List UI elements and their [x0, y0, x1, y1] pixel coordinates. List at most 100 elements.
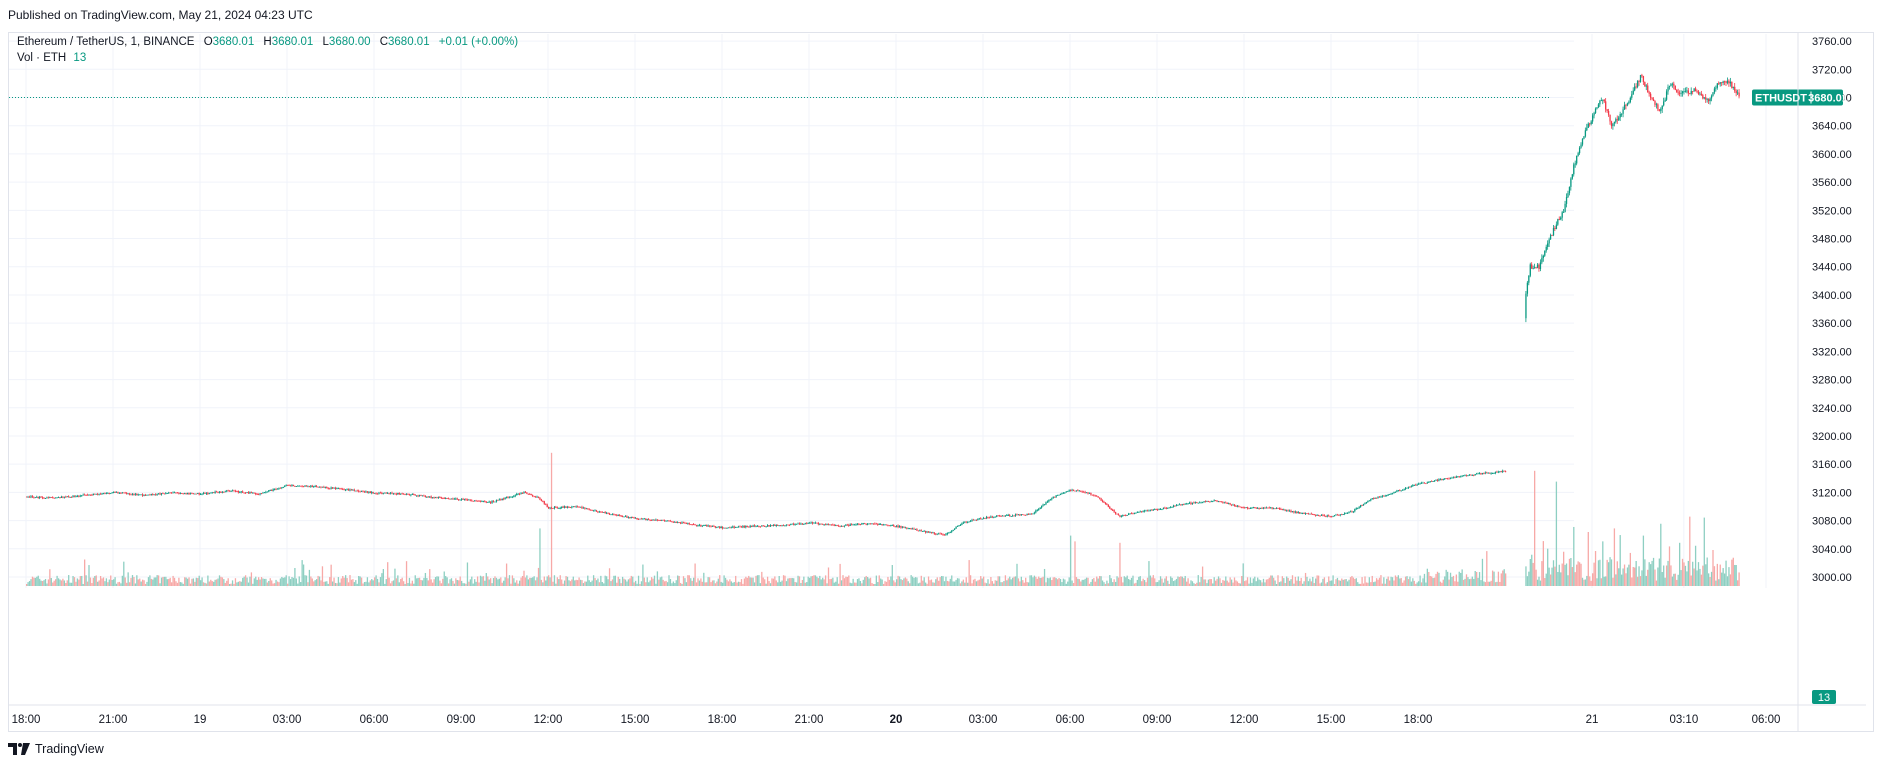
volume-bar: [213, 581, 215, 586]
volume-bar: [1056, 579, 1059, 586]
volume-bar: [1665, 565, 1668, 586]
volume-bar: [382, 569, 384, 586]
volume-bar: [1181, 576, 1183, 586]
volume-bar: [313, 581, 315, 586]
volume-bar: [1399, 578, 1401, 586]
volume-bar: [392, 580, 395, 586]
candle-body: [1393, 491, 1395, 494]
volume-bar: [1593, 562, 1595, 586]
volume-bar: [339, 582, 341, 586]
volume-bar: [324, 581, 326, 586]
volume-bar: [474, 579, 476, 586]
candle-body: [452, 498, 454, 500]
candle-body: [1449, 477, 1452, 479]
volume-bar: [871, 583, 873, 586]
footer-brand[interactable]: TradingView: [8, 742, 104, 756]
candle-body: [1722, 81, 1724, 83]
volume-bar: [131, 575, 134, 586]
candle-body: [287, 485, 289, 486]
candle-body: [179, 493, 181, 494]
candle-body: [1241, 507, 1243, 508]
candle-body: [1352, 511, 1355, 513]
volume-bar: [910, 575, 912, 586]
candle-body: [1626, 103, 1629, 106]
volume-bar: [462, 583, 464, 586]
volume-bar: [1387, 576, 1389, 586]
candle-body: [1033, 512, 1036, 514]
volume-bar: [359, 576, 361, 586]
volume-bar: [92, 577, 94, 586]
volume-bar: [688, 575, 690, 586]
volume-bar: [572, 576, 574, 586]
candle-body: [1162, 507, 1165, 510]
candle-body: [395, 493, 398, 495]
candle-body: [414, 494, 416, 496]
candle-body: [466, 499, 469, 501]
volume-bar: [769, 583, 772, 586]
volume-bar: [569, 581, 572, 586]
candle-body: [1181, 504, 1183, 506]
volume-bar: [1067, 581, 1069, 586]
volume-bar: [1563, 551, 1565, 586]
candle-body: [118, 493, 121, 494]
volume-bar: [1686, 571, 1688, 586]
candle-body: [88, 494, 90, 496]
volume-bar: [633, 582, 635, 586]
candle-body: [903, 526, 905, 528]
candle-body: [337, 488, 340, 490]
volume-bar: [1287, 577, 1289, 586]
volume-bar: [1023, 582, 1025, 586]
candle-body: [1210, 501, 1212, 503]
candle-body: [575, 506, 577, 508]
candle-body: [233, 490, 235, 492]
legend-symbol[interactable]: Ethereum / TetherUS, 1, BINANCE: [17, 36, 195, 48]
y-tick-label: 3200.00: [1812, 431, 1852, 443]
volume-bar: [374, 577, 376, 586]
volume-bar: [1415, 583, 1417, 586]
candle-body: [1619, 114, 1621, 118]
candle-body: [478, 500, 480, 502]
candle-body: [848, 524, 850, 526]
candle-body: [346, 489, 348, 490]
candle-body: [938, 533, 940, 535]
volume-bar: [1403, 580, 1405, 586]
candle-body: [1342, 514, 1344, 515]
volume-bar: [1647, 569, 1649, 586]
candle-body: [1618, 117, 1620, 121]
legend-volume-label[interactable]: Vol · ETH: [17, 52, 67, 64]
candle-body: [1329, 516, 1331, 518]
candle-body: [1143, 510, 1146, 512]
candle-body: [752, 525, 754, 527]
candle-body: [1586, 127, 1588, 131]
candle-body: [1665, 91, 1668, 100]
volume-bar: [998, 576, 1001, 586]
volume-bar: [598, 582, 601, 586]
candle-body: [488, 501, 490, 503]
volume-bar: [155, 577, 157, 586]
candle-body: [842, 526, 844, 527]
candle-body: [114, 492, 116, 493]
y-tick-label: 3440.00: [1812, 262, 1852, 274]
y-tick-label: 3760.00: [1812, 36, 1852, 48]
candle-body: [1480, 473, 1482, 475]
candle-body: [133, 494, 135, 495]
candle-body: [1542, 255, 1544, 258]
volume-bar: [189, 583, 192, 586]
candle-body: [1020, 514, 1022, 516]
x-tick-label: 21:00: [795, 714, 824, 726]
volume-bar: [1139, 576, 1141, 586]
volume-bar: [408, 577, 411, 586]
volume-bar: [1448, 579, 1450, 586]
legend-open-value: 3680.01: [212, 36, 255, 48]
volume-bar: [1146, 577, 1149, 586]
volume-bar: [1609, 557, 1611, 586]
volume-bar: [925, 582, 927, 586]
candle-body: [92, 493, 94, 496]
candle-body: [682, 522, 685, 524]
volume-bar: [27, 582, 29, 586]
volume-bar: [1323, 577, 1326, 586]
candle-body: [1700, 93, 1703, 95]
candle-body: [882, 524, 885, 526]
candle-body: [236, 490, 238, 492]
